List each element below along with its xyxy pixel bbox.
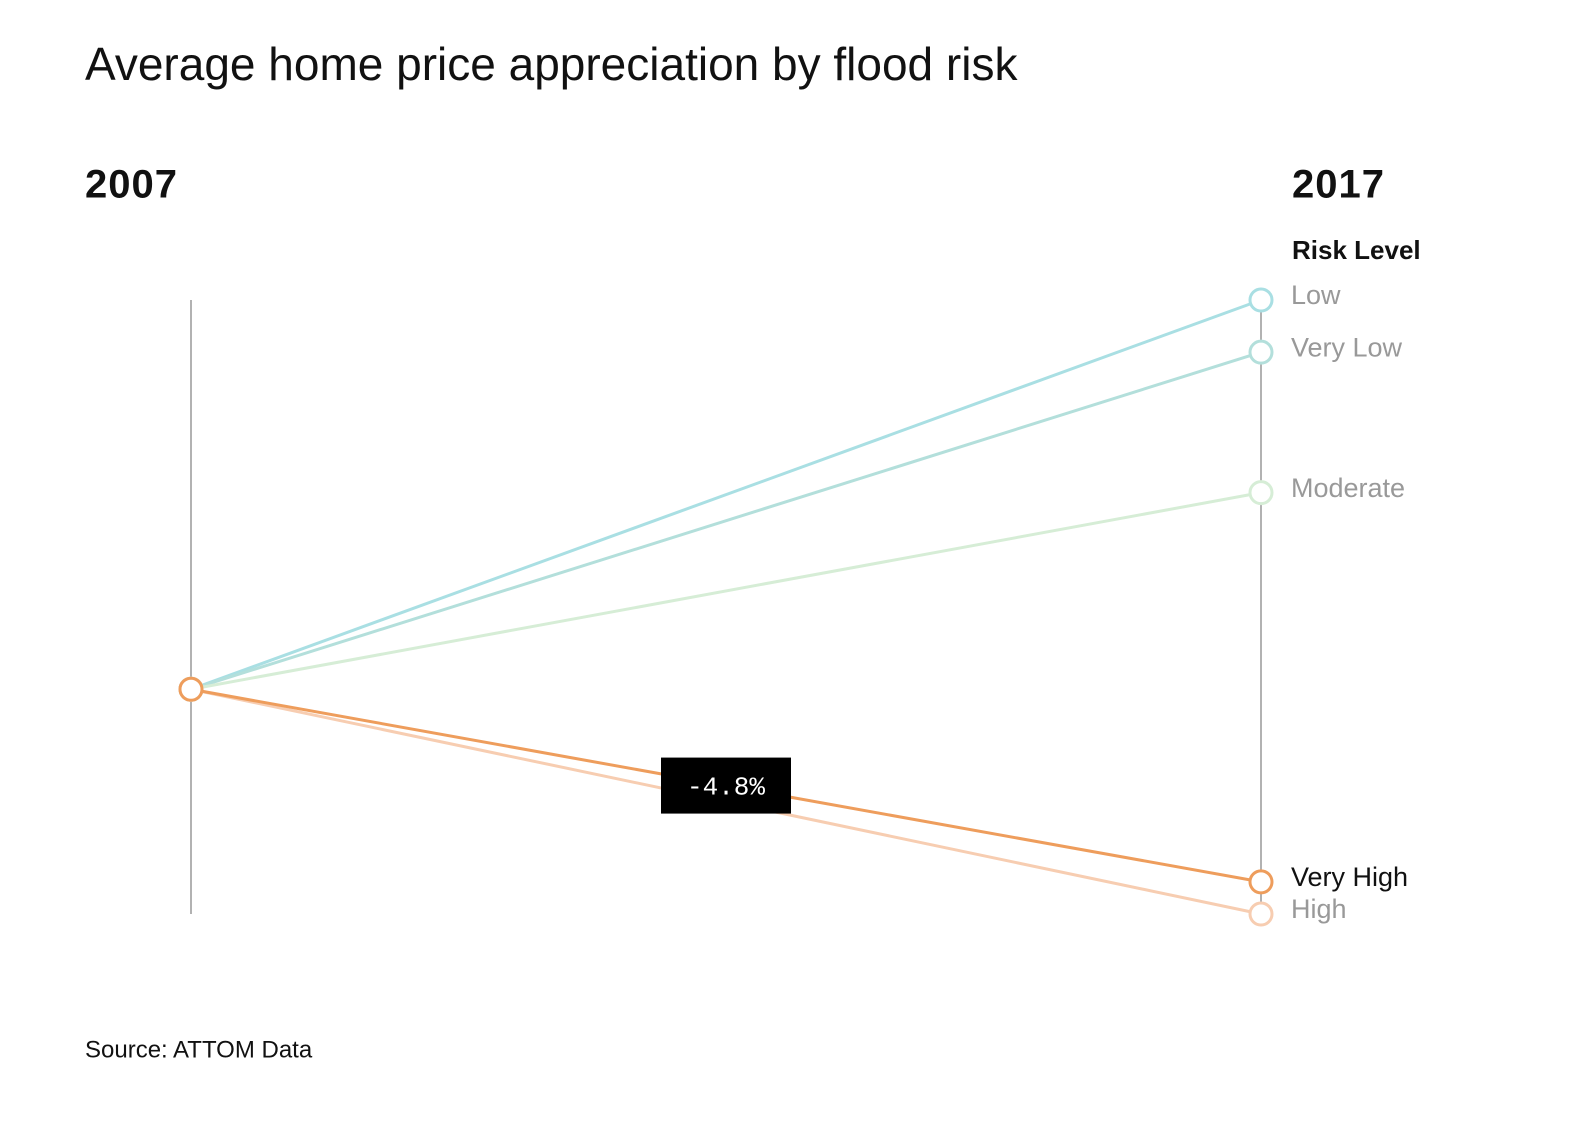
series-label: High — [1291, 894, 1347, 924]
series-label: Moderate — [1291, 473, 1405, 503]
point — [1248, 480, 1274, 506]
source: Source: ATTOM Data — [85, 1036, 313, 1063]
point — [178, 676, 204, 702]
point — [1248, 287, 1274, 313]
series-label: Very High — [1291, 862, 1408, 892]
point — [1248, 869, 1274, 895]
column-label: 2007 — [85, 163, 178, 207]
series-label: Low — [1291, 280, 1341, 310]
slope-line — [190, 298, 1262, 691]
legend-title: Risk Level — [1292, 235, 1421, 265]
slope-line — [190, 491, 1262, 691]
value-label: -4.8% — [661, 757, 791, 814]
chart-title: Average home price appreciation by flood… — [85, 38, 1018, 90]
point — [1248, 339, 1274, 365]
series-label: Very Low — [1291, 332, 1403, 362]
value-label-box — [661, 757, 791, 814]
slope-line — [190, 350, 1262, 691]
point — [1248, 901, 1274, 927]
column-label: 2017 — [1292, 163, 1385, 207]
value-label-text: -4.8% — [687, 772, 765, 802]
